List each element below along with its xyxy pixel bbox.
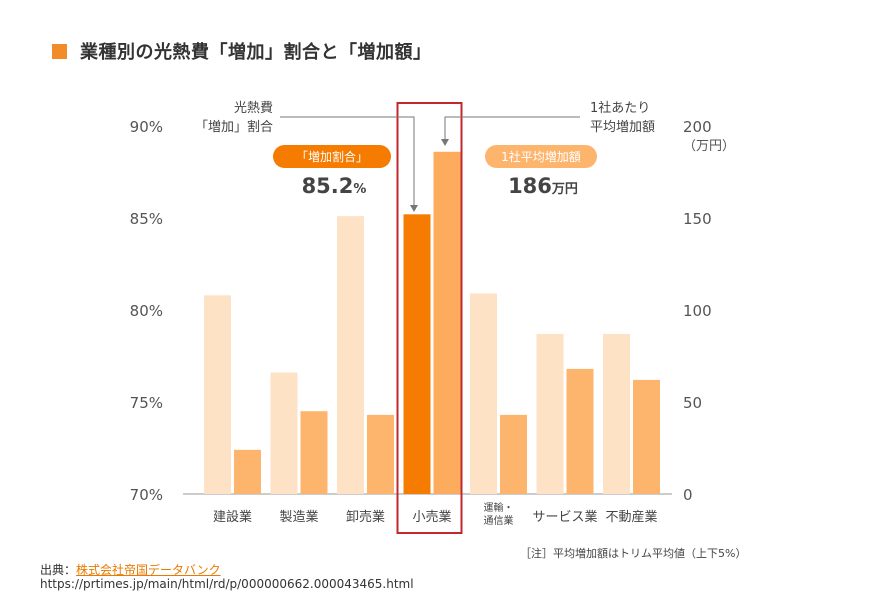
source-label: 出典： [40,563,77,577]
category-label: 卸売業 [346,509,385,525]
bar-average-increase [633,379,660,494]
right-axis-tick: 150 [683,210,712,228]
right-axis-tick: 0 [683,486,693,504]
right-axis-unit: （万円） [683,139,735,154]
bar-increase-ratio [204,295,231,494]
chart-title: 業種別の光熱費「増加」割合と「増加額」 [80,42,432,63]
category-label: 運輸・ [484,501,514,514]
footnote: ［注］平均増加額はトリム平均値（上下5%） [520,547,747,560]
badge-amount-pill [485,145,597,168]
badge-ratio-value: 85.2% [302,174,367,198]
category-label: 建設業 [213,509,252,525]
source-link[interactable]: 株式会社帝国データバンク [76,563,221,577]
left-legend-arrow [410,205,418,212]
badge-ratio-label: 「増加割合」 [296,149,368,164]
category-label: 小売業 [412,509,451,525]
bar-increase-ratio [270,372,298,494]
bar-average-increase [433,151,461,494]
badge-amount-label: 1社平均増加額 [501,149,581,164]
right-axis-tick: 50 [683,394,702,412]
left-axis-tick: 70% [130,486,163,504]
bar-increase-ratio [536,333,564,494]
left-axis-tick: 85% [130,210,163,228]
right-legend-leader [444,116,580,144]
title-marker [52,44,67,59]
bar-average-increase [367,414,394,494]
right-legend-line-1: 1社あたり [590,100,650,116]
badge-amount-value: 186万円 [508,174,578,198]
bar-increase-ratio [470,293,497,494]
left-axis-tick: 75% [130,394,163,412]
bar-average-increase [566,368,594,494]
highlight-frame [396,102,463,534]
bar-average-increase [500,414,527,494]
source-url[interactable]: https://prtimes.jp/main/html/rd/p/000000… [40,577,414,591]
category-label: 製造業 [279,509,318,525]
source-line: 出典：株式会社帝国データバンク [40,561,221,578]
bar-increase-ratio [337,216,364,494]
left-axis-tick: 80% [130,302,163,320]
left-legend-line-2: 「増加」割合 [195,119,273,135]
left-legend-line-1: 光熱費 [234,101,273,116]
right-legend-arrow [441,139,449,146]
left-legend-leader [280,116,415,210]
badge-ratio-pill [273,145,391,168]
category-label: 通信業 [484,514,514,527]
category-label: 不動産業 [605,509,657,525]
bar-increase-ratio [603,333,630,494]
bar-average-increase [300,411,328,494]
bar-chart: 70% 75% 80% 85% 90% 0 50 100 150 200 （万円） 建設業 製造業 卸売業… [130,100,735,534]
category-label: サービス業 [532,509,597,525]
right-legend-line-2: 平均増加額 [590,120,655,135]
right-axis-tick: 100 [683,302,712,320]
right-axis-tick: 200 [683,118,712,136]
bar-average-increase [234,449,261,494]
left-axis-tick: 90% [130,118,163,136]
bar-increase-ratio [403,214,431,494]
